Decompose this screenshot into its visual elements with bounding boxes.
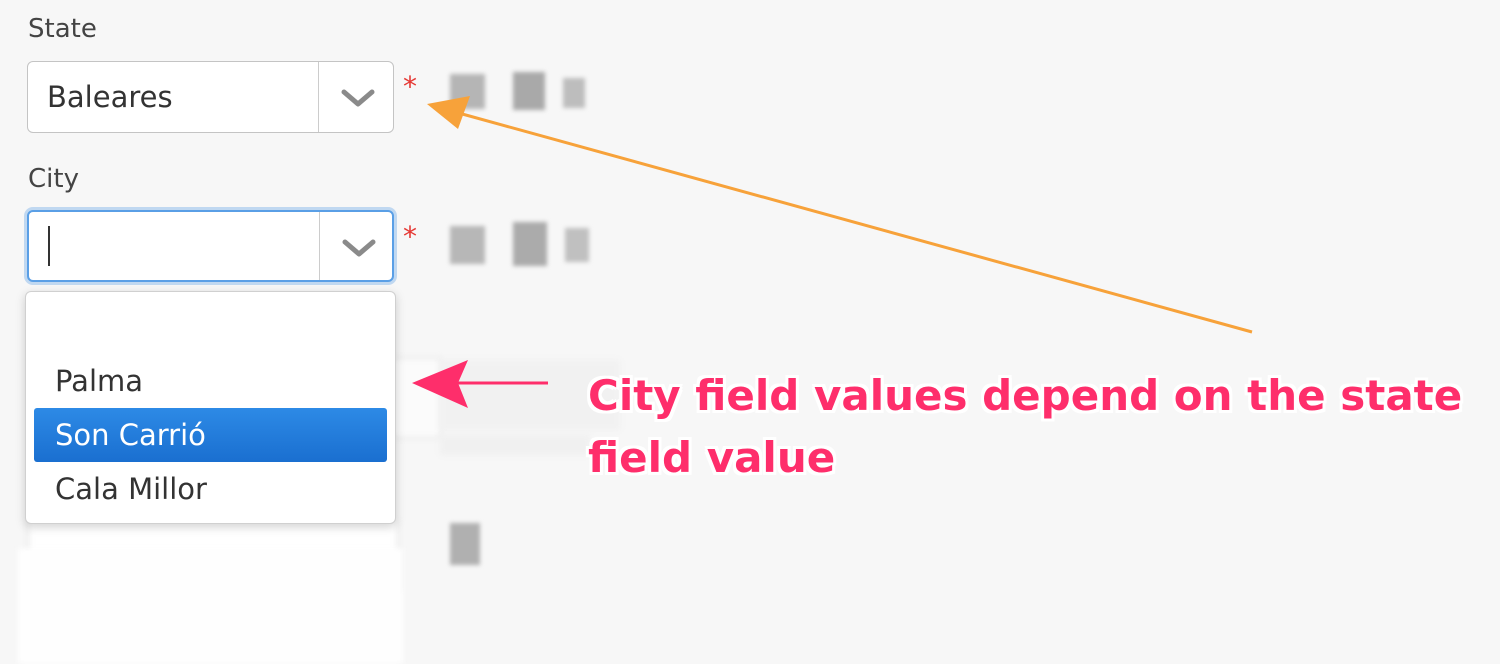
dropdown-option-son-carrio[interactable]: Son Carrió — [34, 408, 387, 462]
underlying-field — [18, 548, 403, 664]
state-label: State — [28, 14, 97, 44]
orange-arrow — [427, 96, 1253, 334]
state-required-mark: * — [403, 70, 417, 103]
text-cursor — [48, 226, 50, 266]
state-select-divider — [318, 62, 319, 132]
city-label: City — [28, 164, 79, 194]
city-select[interactable] — [27, 210, 394, 282]
redacted-text — [445, 66, 615, 116]
chevron-down-icon[interactable] — [339, 236, 379, 260]
underlying-field — [390, 358, 441, 438]
chevron-down-icon[interactable] — [338, 86, 378, 110]
redacted-text — [445, 210, 625, 290]
annotation-text: City field values depend on the state fi… — [588, 371, 1463, 482]
underlying-field — [440, 435, 590, 455]
dropdown-option-cala-millor[interactable]: Cala Millor — [55, 472, 207, 506]
redacted-text — [445, 505, 525, 585]
dropdown-option-palma[interactable]: Palma — [55, 364, 144, 398]
pink-arrow — [412, 360, 548, 408]
state-select[interactable]: Baleares — [27, 61, 394, 133]
city-dropdown-menu: Palma Son Carrió Cala Millor — [25, 291, 396, 524]
state-select-value: Baleares — [47, 80, 173, 114]
city-select-divider — [319, 212, 320, 280]
underlying-field — [440, 360, 620, 430]
city-required-mark: * — [403, 220, 417, 253]
